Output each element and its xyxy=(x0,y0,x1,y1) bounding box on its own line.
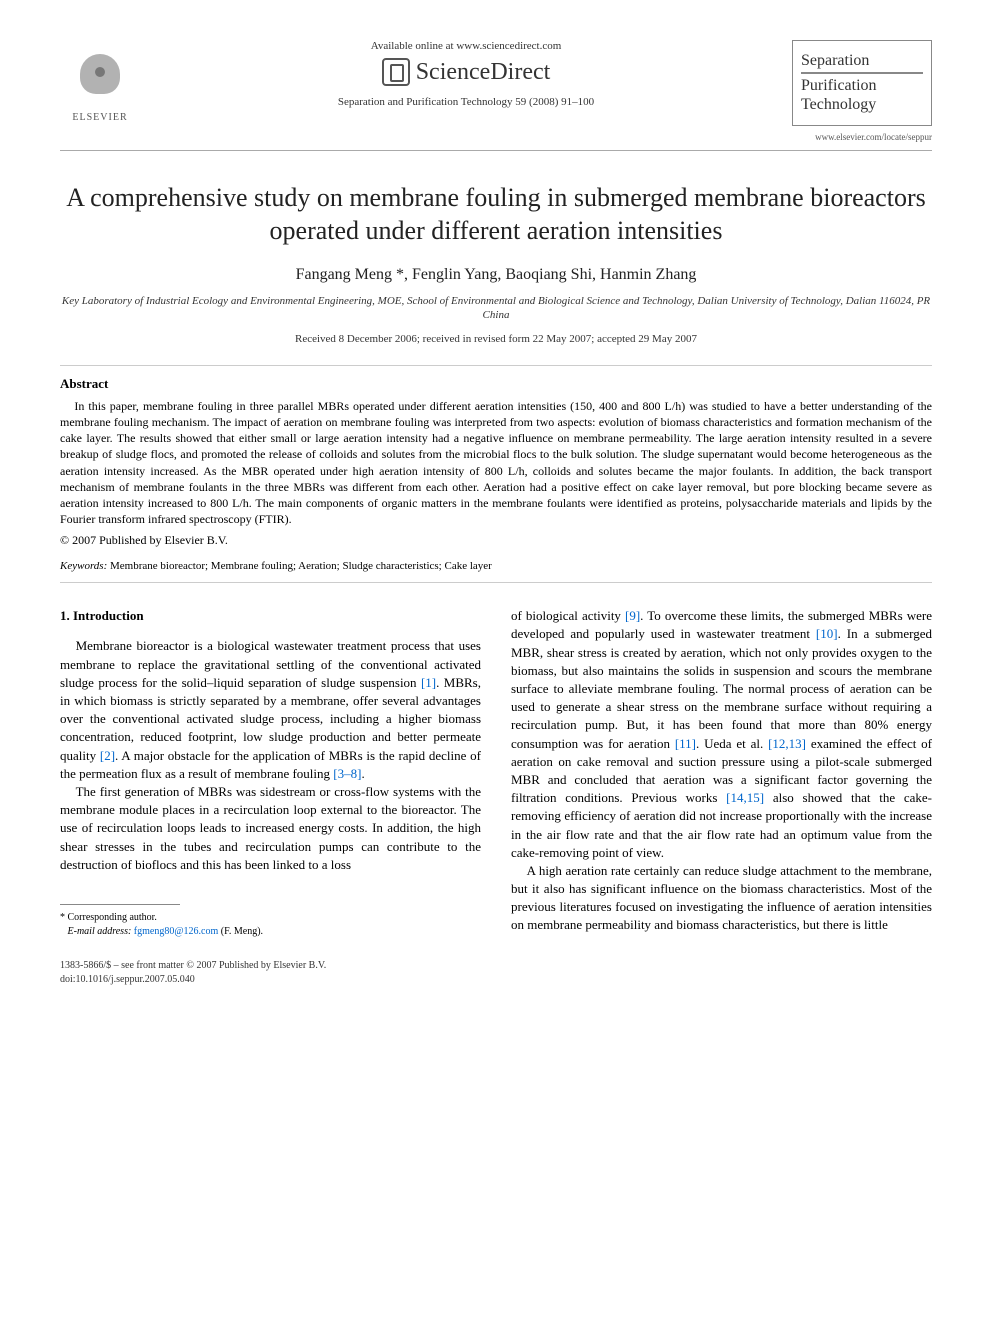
elsevier-logo: ELSEVIER xyxy=(60,40,140,130)
p2c-d: . Ueda et al. xyxy=(696,736,768,751)
abstract-bottom-divider xyxy=(60,582,932,583)
abstract-heading: Abstract xyxy=(60,376,932,392)
intro-para-2: The first generation of MBRs was sidestr… xyxy=(60,783,481,874)
article-title: A comprehensive study on membrane foulin… xyxy=(60,181,932,249)
authors-line: Fangang Meng *, Fenglin Yang, Baoqiang S… xyxy=(60,266,932,284)
journal-box-line1: Separation xyxy=(801,51,923,70)
affiliation: Key Laboratory of Industrial Ecology and… xyxy=(60,294,932,323)
section-1-heading: 1. Introduction xyxy=(60,607,481,625)
sciencedirect-icon xyxy=(382,58,410,86)
header-divider xyxy=(60,150,932,151)
page-footer: 1383-5866/$ – see front matter © 2007 Pu… xyxy=(60,959,932,987)
ref-3-8[interactable]: [3–8] xyxy=(333,766,361,781)
sciencedirect-logo: ScienceDirect xyxy=(140,58,792,86)
p1-a: Membrane bioreactor is a biological wast… xyxy=(60,638,481,689)
keywords-label: Keywords: xyxy=(60,560,107,572)
journal-box-line3: Technology xyxy=(801,95,923,114)
ref-12-13[interactable]: [12,13] xyxy=(768,736,806,751)
p2c-a: of biological activity xyxy=(511,608,625,623)
sciencedirect-text: ScienceDirect xyxy=(416,59,551,86)
corresponding-author-footnote: * Corresponding author. E-mail address: … xyxy=(60,911,481,939)
citation-line: Separation and Purification Technology 5… xyxy=(140,96,792,108)
p2c-c: . In a submerged MBR, shear stress is cr… xyxy=(511,626,932,750)
abstract-body: In this paper, membrane fouling in three… xyxy=(60,399,932,526)
article-dates: Received 8 December 2006; received in re… xyxy=(60,333,932,345)
email-suffix: (F. Meng). xyxy=(221,926,263,937)
ref-2[interactable]: [2] xyxy=(100,748,115,763)
abstract-copyright: © 2007 Published by Elsevier B.V. xyxy=(60,533,932,548)
email-line: E-mail address: fgmeng80@126.com (F. Men… xyxy=(60,925,481,939)
right-column: of biological activity [9]. To overcome … xyxy=(511,607,932,939)
available-online-text: Available online at www.sciencedirect.co… xyxy=(140,40,792,52)
email-label: E-mail address: xyxy=(68,926,132,937)
keywords-line: Keywords: Membrane bioreactor; Membrane … xyxy=(60,560,932,572)
ref-14-15[interactable]: [14,15] xyxy=(726,790,764,805)
p1-c: . A major obstacle for the application o… xyxy=(60,748,481,781)
footnote-divider xyxy=(60,904,180,905)
body-columns: 1. Introduction Membrane bioreactor is a… xyxy=(60,607,932,939)
ref-1[interactable]: [1] xyxy=(421,675,436,690)
journal-url: www.elsevier.com/locate/seppur xyxy=(792,132,932,142)
journal-box-separator xyxy=(801,72,923,74)
journal-box: Separation Purification Technology xyxy=(792,40,932,126)
journal-box-wrapper: Separation Purification Technology www.e… xyxy=(792,40,932,142)
footer-line-2: doi:10.1016/j.seppur.2007.05.040 xyxy=(60,973,932,987)
ref-9[interactable]: [9] xyxy=(625,608,640,623)
intro-para-1: Membrane bioreactor is a biological wast… xyxy=(60,637,481,783)
elsevier-logo-text: ELSEVIER xyxy=(72,112,127,123)
abstract-text: In this paper, membrane fouling in three… xyxy=(60,398,932,528)
footer-line-1: 1383-5866/$ – see front matter © 2007 Pu… xyxy=(60,959,932,973)
corresp-author-label: * Corresponding author. xyxy=(60,911,481,925)
ref-10[interactable]: [10] xyxy=(816,626,838,641)
abstract-top-divider xyxy=(60,365,932,366)
p1-d: . xyxy=(361,766,364,781)
left-column: 1. Introduction Membrane bioreactor is a… xyxy=(60,607,481,939)
elsevier-tree-icon xyxy=(70,48,130,108)
intro-para-3: A high aeration rate certainly can reduc… xyxy=(511,862,932,935)
ref-11[interactable]: [11] xyxy=(675,736,696,751)
journal-box-line2: Purification xyxy=(801,76,923,95)
keywords-text: Membrane bioreactor; Membrane fouling; A… xyxy=(110,560,492,572)
center-header: Available online at www.sciencedirect.co… xyxy=(140,40,792,108)
intro-para-2-cont: of biological activity [9]. To overcome … xyxy=(511,607,932,862)
page-header: ELSEVIER Available online at www.science… xyxy=(60,40,932,142)
email-address[interactable]: fgmeng80@126.com xyxy=(134,926,218,937)
